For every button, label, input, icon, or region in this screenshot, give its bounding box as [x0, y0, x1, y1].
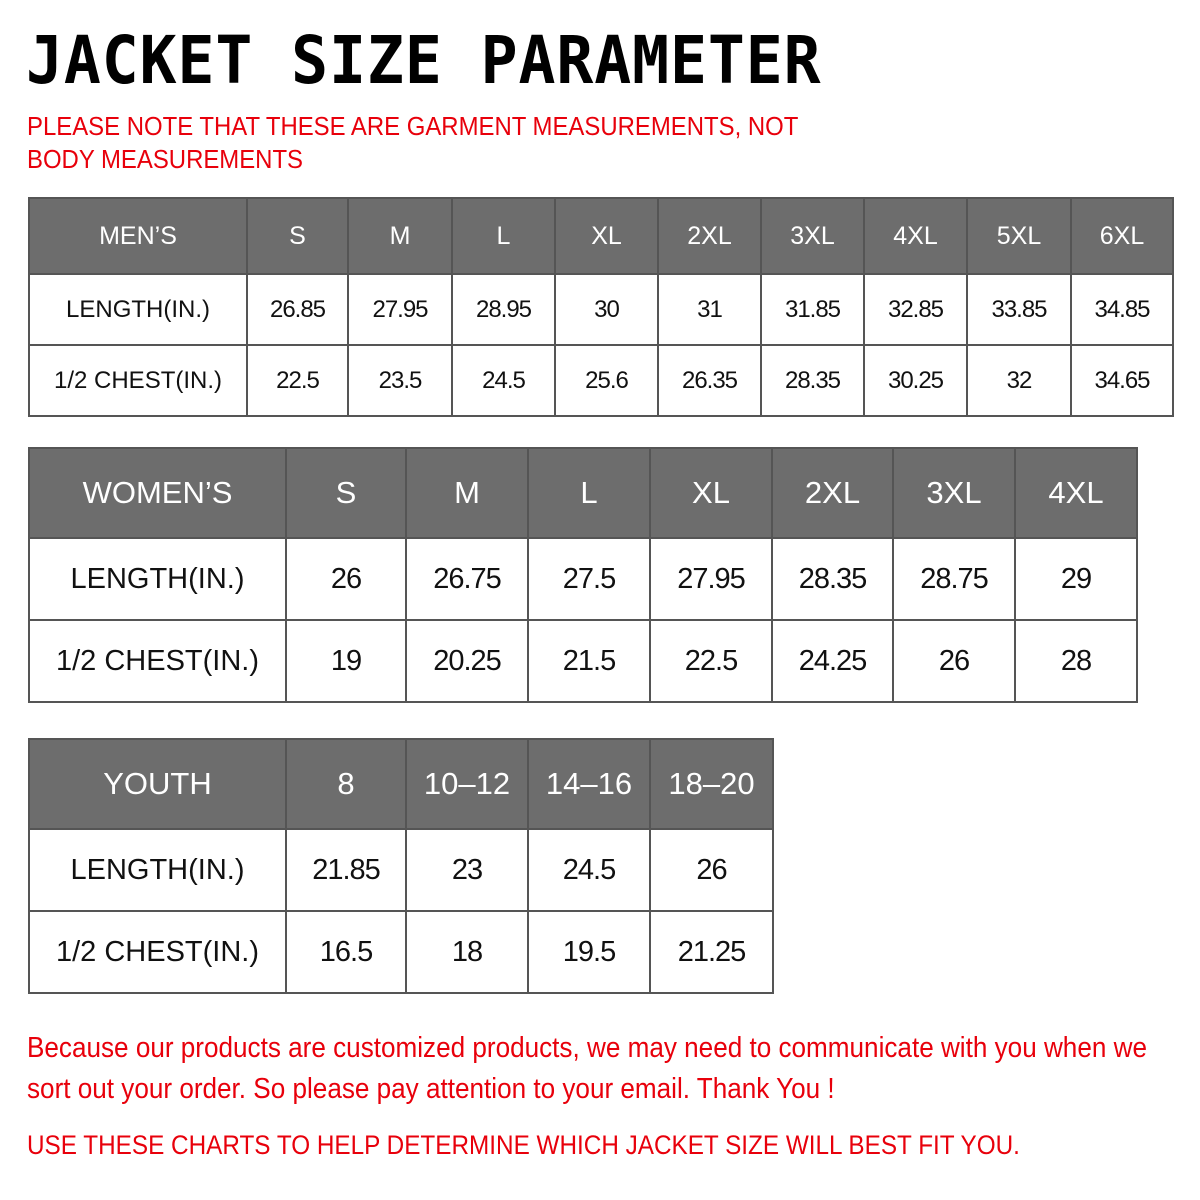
- row-label: 1/2 CHEST(IN.): [28, 619, 287, 703]
- table-row: 1/2 CHEST(IN.) 19 20.25 21.5 22.5 24.25 26 28: [28, 619, 1138, 703]
- measurement-cell: 32.85: [863, 273, 968, 346]
- measurement-cell: 19.5: [527, 910, 651, 994]
- size-header-cell: M: [347, 197, 453, 275]
- size-header-cell: 5XL: [966, 197, 1072, 275]
- mens-size-table: MEN’S S M L XL 2XL 3XL 4XL 5XL 6XL LENGTH(IN.) 26.8…: [28, 197, 1174, 417]
- measurement-cell: 21.5: [527, 619, 651, 703]
- header-row: YOUTH 8 10–12 14–16 18–20: [28, 738, 774, 830]
- size-header-cell: M: [405, 447, 529, 539]
- row-label: LENGTH(IN.): [28, 273, 248, 346]
- measurement-cell: 22.5: [246, 344, 349, 417]
- size-header-cell: 3XL: [760, 197, 865, 275]
- size-header-cell: XL: [649, 447, 773, 539]
- measurement-cell: 25.6: [554, 344, 659, 417]
- measurement-cell: 34.85: [1070, 273, 1174, 346]
- size-header-cell: 3XL: [892, 447, 1016, 539]
- row-label: YOUTH: [28, 738, 287, 830]
- size-header-cell: 10–12: [405, 738, 529, 830]
- measurement-cell: 24.5: [451, 344, 556, 417]
- header-row: WOMEN’S S M L XL 2XL 3XL 4XL: [28, 447, 1138, 539]
- size-header-cell: 4XL: [863, 197, 968, 275]
- size-instruction: USE THESE CHARTS TO HELP DETERMINE WHICH…: [27, 1130, 1020, 1160]
- size-header-cell: L: [451, 197, 556, 275]
- measurement-cell: 30.25: [863, 344, 968, 417]
- measurement-cell: 28.75: [892, 537, 1016, 621]
- measurement-cell: 27.5: [527, 537, 651, 621]
- measurement-cell: 26.35: [657, 344, 762, 417]
- measurement-cell: 33.85: [966, 273, 1072, 346]
- measurement-cell: 22.5: [649, 619, 773, 703]
- size-header-cell: 6XL: [1070, 197, 1174, 275]
- size-header-cell: XL: [554, 197, 659, 275]
- measurement-cell: 26: [285, 537, 407, 621]
- size-header-cell: L: [527, 447, 651, 539]
- table-row: 1/2 CHEST(IN.) 22.5 23.5 24.5 25.6 26.35 28.35…: [28, 344, 1174, 417]
- measurement-cell: 26.85: [246, 273, 349, 346]
- row-label: 1/2 CHEST(IN.): [28, 344, 248, 417]
- measurement-cell: 26: [649, 828, 774, 912]
- size-header-cell: 14–16: [527, 738, 651, 830]
- table-row: LENGTH(IN.) 21.85 23 24.5 26: [28, 828, 774, 912]
- measurement-cell: 28.35: [760, 344, 865, 417]
- measurement-cell: 28.35: [771, 537, 894, 621]
- measurement-cell: 31.85: [760, 273, 865, 346]
- measurement-cell: 18: [405, 910, 529, 994]
- size-header-cell: 4XL: [1014, 447, 1138, 539]
- row-label: WOMEN’S: [28, 447, 287, 539]
- measurement-cell: 26.75: [405, 537, 529, 621]
- size-header-cell: S: [285, 447, 407, 539]
- measurement-cell: 24.5: [527, 828, 651, 912]
- size-header-cell: 18–20: [649, 738, 774, 830]
- measurement-cell: 34.65: [1070, 344, 1174, 417]
- measurement-cell: 23.5: [347, 344, 453, 417]
- row-label: LENGTH(IN.): [28, 537, 287, 621]
- measurement-cell: 32: [966, 344, 1072, 417]
- measurement-cell: 21.85: [285, 828, 407, 912]
- measurement-cell: 16.5: [285, 910, 407, 994]
- measurement-cell: 24.25: [771, 619, 894, 703]
- measurement-cell: 31: [657, 273, 762, 346]
- table-row: LENGTH(IN.) 26 26.75 27.5 27.95 28.35 28.75 29: [28, 537, 1138, 621]
- table-row: LENGTH(IN.) 26.85 27.95 28.95 30 31 31.85 32.85…: [28, 273, 1174, 346]
- measurement-cell: 30: [554, 273, 659, 346]
- womens-size-table: WOMEN’S S M L XL 2XL 3XL 4XL LENGTH(IN.) 26 26.75 2…: [28, 447, 1138, 703]
- row-label: 1/2 CHEST(IN.): [28, 910, 287, 994]
- measurement-cell: 28.95: [451, 273, 556, 346]
- size-header-cell: 2XL: [771, 447, 894, 539]
- measurement-cell: 20.25: [405, 619, 529, 703]
- youth-size-table: YOUTH 8 10–12 14–16 18–20 LENGTH(IN.) 21.85 23 2…: [28, 738, 774, 994]
- measurement-cell: 23: [405, 828, 529, 912]
- size-header-cell: 8: [285, 738, 407, 830]
- row-label: MEN’S: [28, 197, 248, 275]
- measurement-cell: 19: [285, 619, 407, 703]
- header-row: MEN’S S M L XL 2XL 3XL 4XL 5XL 6XL: [28, 197, 1174, 275]
- measurement-cell: 28: [1014, 619, 1138, 703]
- size-header-cell: 2XL: [657, 197, 762, 275]
- size-header-cell: S: [246, 197, 349, 275]
- row-label: LENGTH(IN.): [28, 828, 287, 912]
- measurement-cell: 29: [1014, 537, 1138, 621]
- customization-message: Because our products are customized prod…: [27, 1032, 1147, 1105]
- measurement-cell: 26: [892, 619, 1016, 703]
- measurement-note: PLEASE NOTE THAT THESE ARE GARMENT MEASU…: [27, 111, 798, 174]
- page-title: JACKET SIZE PARAMETER: [26, 22, 822, 99]
- measurement-cell: 21.25: [649, 910, 774, 994]
- table-row: 1/2 CHEST(IN.) 16.5 18 19.5 21.25: [28, 910, 774, 994]
- measurement-cell: 27.95: [347, 273, 453, 346]
- measurement-cell: 27.95: [649, 537, 773, 621]
